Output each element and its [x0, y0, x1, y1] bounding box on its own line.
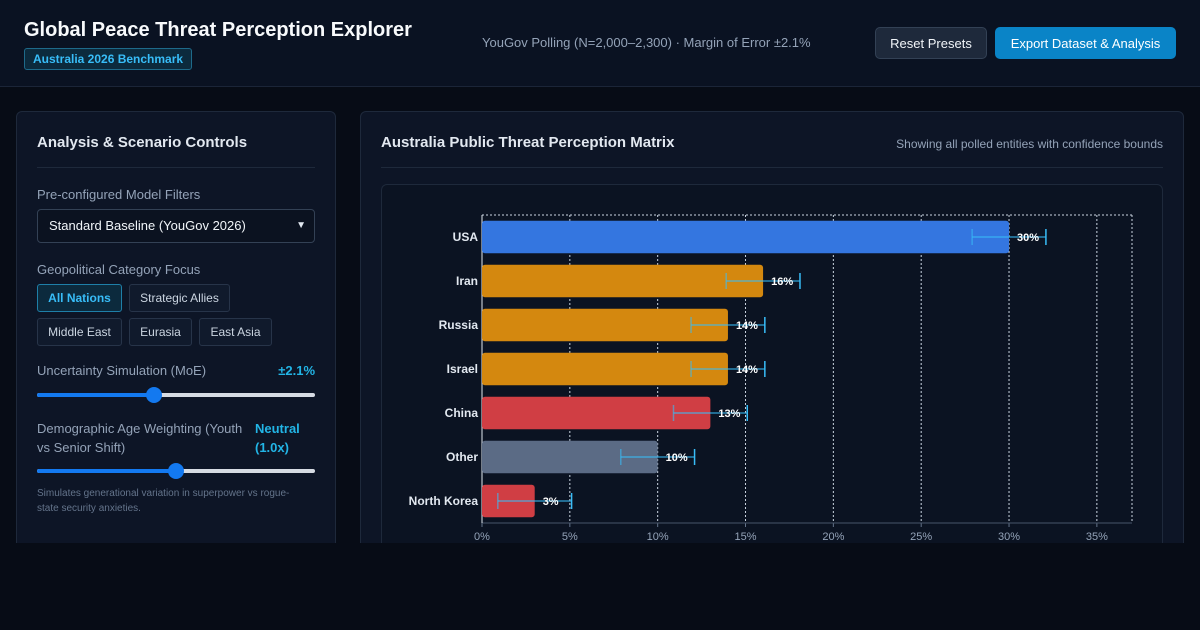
x-tick-label: 20% [822, 531, 844, 543]
value-label: 3% [543, 496, 559, 508]
chart-panel: Australia Public Threat Perception Matri… [360, 111, 1184, 571]
x-tick-label: 5% [562, 531, 578, 543]
x-tick-label: 30% [998, 531, 1020, 543]
page-footer-space [0, 543, 1200, 630]
value-label: 14% [736, 320, 758, 332]
value-label: 14% [736, 364, 758, 376]
controls-divider [37, 167, 315, 168]
chart-area: 0% 5% 10% 15% 20% 25% 30% 35% USA 30% Iran 16% Russi… [381, 184, 1163, 564]
category-label: Iran [456, 274, 478, 288]
chip-east-asia[interactable]: East Asia [199, 318, 272, 346]
value-label: 10% [666, 452, 688, 464]
value-label: 16% [771, 276, 793, 288]
bar [482, 220, 1010, 254]
value-label: 13% [718, 408, 740, 420]
age-weight-slider[interactable] [37, 463, 315, 479]
export-button[interactable]: Export Dataset & Analysis [995, 27, 1176, 59]
app-header: Global Peace Threat Perception Explorer … [0, 0, 1200, 87]
category-label: Russia [439, 318, 479, 332]
chip-middle-east[interactable]: Middle East [37, 318, 122, 346]
category-label: Israel [447, 362, 478, 376]
x-tick-label: 25% [910, 531, 932, 543]
moe-slider[interactable] [37, 387, 315, 403]
category-label: USA [453, 230, 479, 244]
chart-divider [381, 167, 1163, 168]
moe-slider-fill [37, 393, 154, 397]
category-label: China [445, 406, 479, 420]
moe-slider-track [37, 393, 315, 397]
category-label: North Korea [409, 494, 479, 508]
threat-bar-chart: 0% 5% 10% 15% 20% 25% 30% 35% USA 30% Iran 16% Russi… [409, 214, 1133, 543]
model-filter-select[interactable]: Standard Baseline (YouGov 2026) ▼ [37, 209, 315, 243]
age-slider-thumb[interactable] [168, 463, 184, 479]
moe-label: Uncertainty Simulation (MoE) [37, 363, 207, 378]
bar [482, 308, 728, 342]
x-tick-label: 35% [1086, 531, 1108, 543]
chevron-down-icon: ▼ [296, 220, 306, 231]
age-weight-value: Neutral (1.0x) [255, 421, 300, 455]
x-tick-label: 15% [734, 531, 756, 543]
controls-title: Analysis & Scenario Controls [37, 134, 248, 151]
bar [482, 352, 728, 386]
poll-info: YouGov Polling (N=2,000–2,300) · Margin … [482, 35, 811, 50]
value-label: 30% [1017, 232, 1039, 244]
app-title: Global Peace Threat Perception Explorer [24, 19, 412, 41]
filter-label: Pre-configured Model Filters [37, 187, 201, 202]
bar [482, 440, 658, 474]
age-weight-hint: Simulates generational variation in supe… [37, 488, 290, 514]
age-weight-label: Demographic Age Weighting (Youth vs Seni… [37, 421, 243, 455]
x-tick-label: 0% [474, 531, 490, 543]
chart-title: Australia Public Threat Perception Matri… [381, 134, 675, 151]
chart-subtitle: Showing all polled entities with confide… [896, 137, 1163, 151]
benchmark-badge: Australia 2026 Benchmark [24, 48, 193, 70]
age-slider-fill [37, 469, 176, 473]
category-label: Other [446, 450, 478, 464]
moe-slider-thumb[interactable] [145, 387, 162, 403]
category-label: Geopolitical Category Focus [37, 262, 201, 277]
bar [482, 396, 711, 430]
reset-presets-button[interactable]: Reset Presets [875, 27, 987, 59]
chip-strategic-allies[interactable]: Strategic Allies [129, 284, 230, 312]
chip-all-nations[interactable]: All Nations [37, 284, 122, 312]
moe-value: ±2.1% [278, 363, 315, 378]
bar [482, 264, 764, 298]
chip-eurasia[interactable]: Eurasia [129, 318, 192, 346]
controls-panel: Analysis & Scenario Controls Pre-configu… [16, 111, 336, 571]
model-filter-value: Standard Baseline (YouGov 2026) [49, 218, 246, 233]
x-tick-label: 10% [647, 531, 669, 543]
